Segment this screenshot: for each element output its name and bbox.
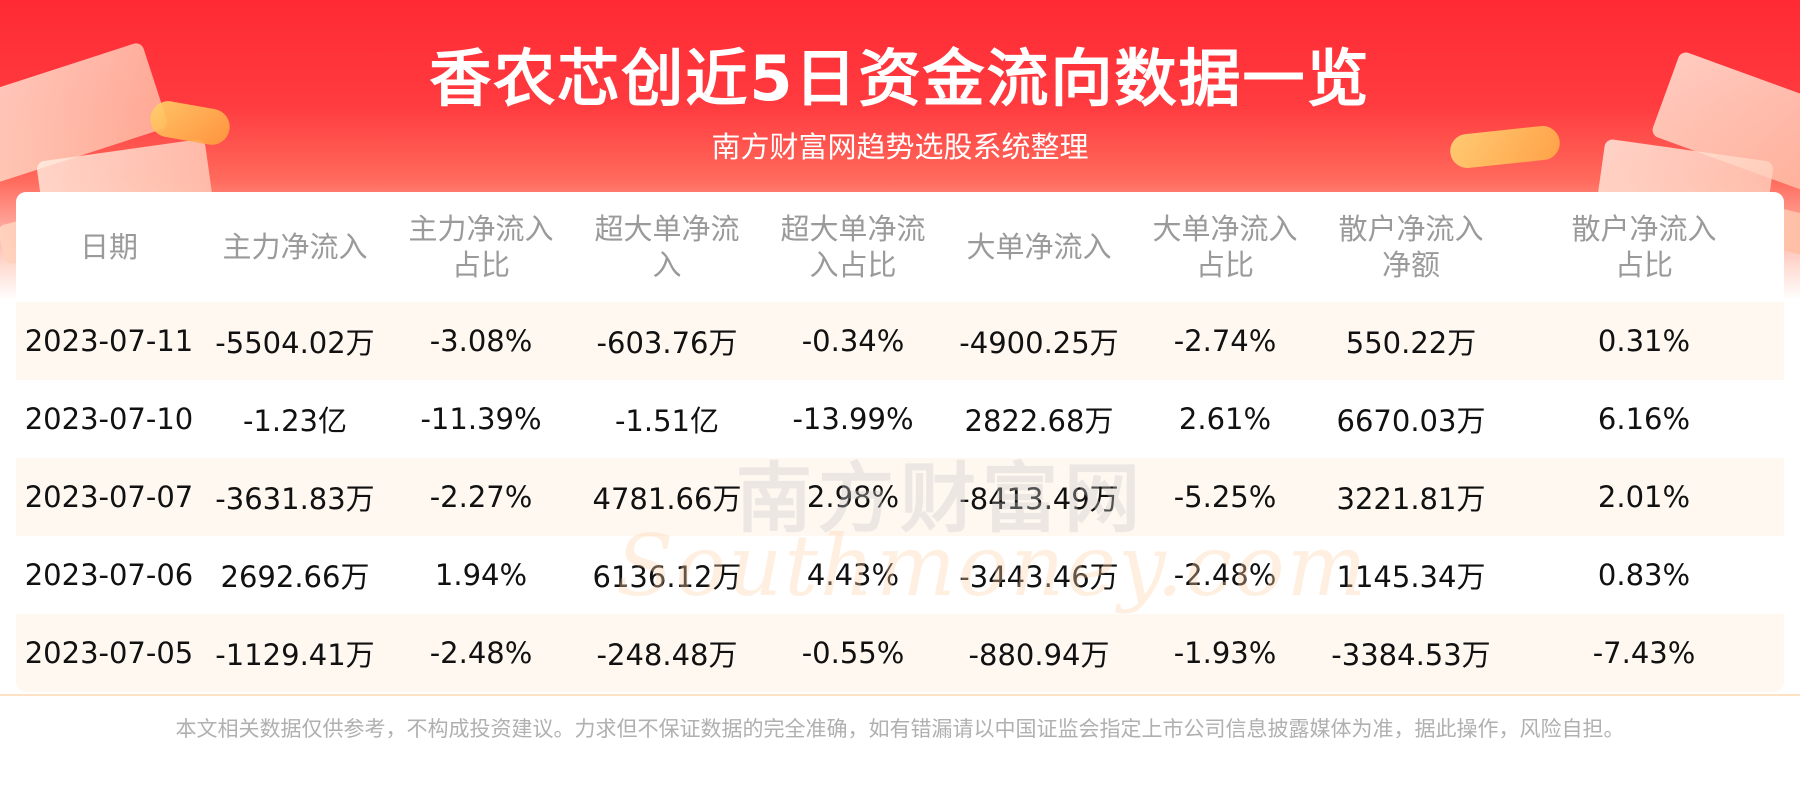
value-cell: -11.39%: [388, 380, 574, 458]
date-cell: 2023-07-05: [16, 614, 202, 692]
date-cell: 2023-07-11: [16, 302, 202, 380]
value-cell: -13.99%: [760, 380, 946, 458]
column-header-line: 占比: [451, 248, 510, 282]
column-header-line: 超大单净流: [780, 212, 926, 246]
value-cell: -3443.46万: [946, 536, 1132, 614]
fund-flow-table: 日期 主力净流入 主力净流入 占比 超大单净流入超大单净流 入占比 大单净流入 大单净流入 占比…: [16, 192, 1784, 692]
value-cell: -8413.49万: [946, 458, 1132, 536]
disclaimer-text: 本文相关数据仅供参考，不构成投资建议。力求但不保证数据的完全准确，如有错漏请以中…: [175, 717, 1625, 741]
value-cell: -1.51亿: [574, 380, 760, 458]
column-header-line: 主力净流入: [222, 230, 368, 264]
value-cell: -3384.53万: [1318, 614, 1504, 692]
value-cell: 6.16%: [1504, 380, 1784, 458]
value-cell: -248.48万: [574, 614, 760, 692]
value-cell: -5.25%: [1132, 458, 1318, 536]
value-cell: 0.31%: [1504, 302, 1784, 380]
value-cell: -880.94万: [946, 614, 1132, 692]
column-header: 日期: [16, 192, 202, 302]
column-header: 主力净流入 占比: [388, 192, 574, 302]
value-cell: 2822.68万: [946, 380, 1132, 458]
column-header-line: 入: [652, 248, 682, 282]
date-cell: 2023-07-10: [16, 380, 202, 458]
value-cell: -3631.83万: [202, 458, 388, 536]
table-row: 2023-07-10 -1.23亿 -11.39% -1.51亿 -13.99% 2822…: [16, 380, 1784, 458]
value-cell: 0.83%: [1504, 536, 1784, 614]
table-row: 2023-07-11 -5504.02万 -3.08% -603.76万 -0.34% -…: [16, 302, 1784, 380]
value-cell: 3221.81万: [1318, 458, 1504, 536]
value-cell: 4781.66万: [574, 458, 760, 536]
column-header-line: 大单净流入: [966, 230, 1112, 264]
value-cell: -1.93%: [1132, 614, 1318, 692]
value-cell: 1.94%: [388, 536, 574, 614]
value-cell: 2692.66万: [202, 536, 388, 614]
value-cell: -4900.25万: [946, 302, 1132, 380]
page-subtitle: 南方财富网趋势选股系统整理: [711, 130, 1089, 164]
value-cell: -3.08%: [388, 302, 574, 380]
column-header-line: 占比: [1195, 248, 1254, 282]
column-header: 散户净流入 占比: [1504, 192, 1784, 302]
value-cell: -2.74%: [1132, 302, 1318, 380]
footer-divider: [0, 694, 1800, 696]
column-header-line: 日期: [79, 230, 138, 264]
column-header: 散户净流入 净额: [1318, 192, 1504, 302]
page-title: 香农芯创近5日资金流向数据一览: [429, 42, 1371, 115]
value-cell: -603.76万: [574, 302, 760, 380]
column-header: 大单净流入 占比: [1132, 192, 1318, 302]
table-row: 2023-07-06 2692.66万 1.94% 6136.12万 4.43% -344…: [16, 536, 1784, 614]
value-cell: 2.98%: [760, 458, 946, 536]
table-header-row: 日期 主力净流入 主力净流入 占比 超大单净流入超大单净流 入占比 大单净流入 大单净流入 占比…: [16, 192, 1784, 302]
column-header-line: 散户净流入: [1571, 212, 1717, 246]
column-header-line: 散户净流入: [1338, 212, 1484, 246]
column-header: 超大单净流 入占比: [760, 192, 946, 302]
value-cell: -1.23亿: [202, 380, 388, 458]
column-header: 大单净流入: [946, 192, 1132, 302]
value-cell: 6670.03万: [1318, 380, 1504, 458]
value-cell: -1129.41万: [202, 614, 388, 692]
column-header-line: 占比: [1614, 248, 1673, 282]
table-row: 2023-07-07 -3631.83万 -2.27% 4781.66万 2.98% -8…: [16, 458, 1784, 536]
value-cell: -2.48%: [388, 614, 574, 692]
value-cell: 6136.12万: [574, 536, 760, 614]
column-header-line: 净额: [1381, 248, 1440, 282]
column-header: 主力净流入: [202, 192, 388, 302]
column-header: 超大单净流入: [574, 192, 760, 302]
value-cell: -0.55%: [760, 614, 946, 692]
data-card: 日期 主力净流入 主力净流入 占比 超大单净流入超大单净流 入占比 大单净流入 大单净流入 占比…: [16, 192, 1784, 692]
table-body: 2023-07-11 -5504.02万 -3.08% -603.76万 -0.34% -…: [16, 302, 1784, 692]
value-cell: -7.43%: [1504, 614, 1784, 692]
value-cell: -2.48%: [1132, 536, 1318, 614]
value-cell: -0.34%: [760, 302, 946, 380]
column-header-line: 大单净流入: [1152, 212, 1298, 246]
column-header-line: 超大单净流: [594, 212, 740, 246]
value-cell: -2.27%: [388, 458, 574, 536]
column-header-line: 入占比: [809, 248, 897, 282]
value-cell: 550.22万: [1318, 302, 1504, 380]
value-cell: 1145.34万: [1318, 536, 1504, 614]
date-cell: 2023-07-06: [16, 536, 202, 614]
value-cell: 4.43%: [760, 536, 946, 614]
value-cell: 2.01%: [1504, 458, 1784, 536]
value-cell: -5504.02万: [202, 302, 388, 380]
date-cell: 2023-07-07: [16, 458, 202, 536]
value-cell: 2.61%: [1132, 380, 1318, 458]
column-header-line: 主力净流入: [408, 212, 554, 246]
table-row: 2023-07-05 -1129.41万 -2.48% -248.48万 -0.55% -…: [16, 614, 1784, 692]
